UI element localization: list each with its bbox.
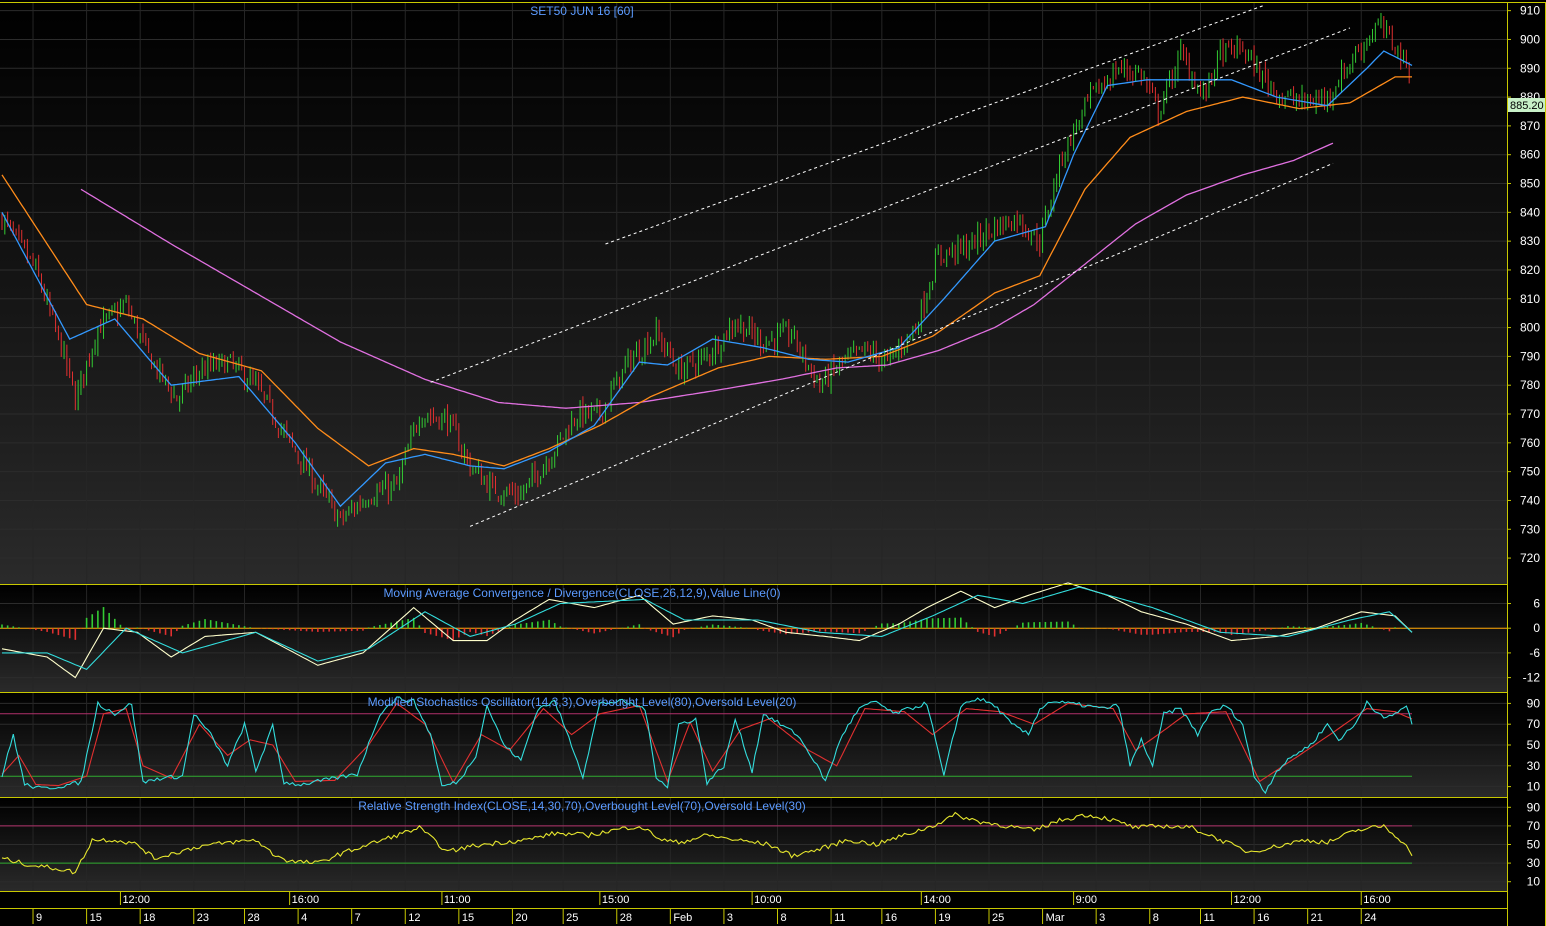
price-y-tick-label: 720 bbox=[1520, 551, 1540, 565]
price-y-tick-label: 730 bbox=[1520, 522, 1540, 536]
time-label: 15:00 bbox=[602, 894, 630, 906]
stochastic-label: Modified Stochastics Oscillator(14,3,3),… bbox=[368, 695, 797, 709]
price-y-tick-label: 860 bbox=[1520, 148, 1540, 162]
price-y-tick-label: 820 bbox=[1520, 263, 1540, 277]
time-label: 12:00 bbox=[122, 894, 150, 906]
date-label: 24 bbox=[1364, 912, 1376, 924]
price-y-tick-label: 830 bbox=[1520, 234, 1540, 248]
macd-y-tick-label: 6 bbox=[1533, 597, 1540, 611]
date-label: 21 bbox=[1311, 912, 1323, 924]
stoch-y-tick-label: 50 bbox=[1527, 738, 1541, 752]
rsi-y-tick-label: 30 bbox=[1527, 856, 1541, 870]
rsi-panel bbox=[0, 811, 1413, 875]
date-label: 15 bbox=[462, 912, 474, 924]
ma-fast-line bbox=[1, 50, 1413, 508]
axes: 7207307407507607707807908008108208308408… bbox=[32, 4, 1541, 924]
rsi-line bbox=[1, 811, 1413, 875]
price-y-tick-label: 850 bbox=[1520, 177, 1540, 191]
time-axis-bg bbox=[0, 892, 1507, 908]
date-label: 3 bbox=[1099, 912, 1105, 924]
price-y-tick-label: 780 bbox=[1520, 378, 1540, 392]
date-label: Feb bbox=[673, 912, 692, 924]
date-label: 12 bbox=[408, 912, 420, 924]
rsi-y-tick-label: 90 bbox=[1527, 800, 1541, 814]
date-label: 25 bbox=[992, 912, 1004, 924]
date-label: 23 bbox=[197, 912, 209, 924]
last-price-tag: 885.20 bbox=[1508, 98, 1545, 112]
date-label: 28 bbox=[620, 912, 632, 924]
date-label: 11 bbox=[1204, 912, 1215, 924]
price-y-tick-label: 900 bbox=[1520, 32, 1540, 46]
macd-y-tick-label: 0 bbox=[1533, 621, 1540, 635]
date-label: 8 bbox=[1153, 912, 1159, 924]
date-label: 15 bbox=[90, 912, 102, 924]
date-label: 20 bbox=[515, 912, 527, 924]
rsi-y-tick-label: 50 bbox=[1527, 838, 1541, 852]
time-label: 12:00 bbox=[1234, 894, 1262, 906]
rsi-y-tick-label: 70 bbox=[1527, 819, 1541, 833]
ma-slow-line bbox=[80, 142, 1334, 409]
macd-panel bbox=[0, 582, 1507, 679]
stochastic-panel bbox=[0, 696, 1413, 795]
price-y-tick-label: 800 bbox=[1520, 321, 1540, 335]
price-y-tick-label: 810 bbox=[1520, 292, 1540, 306]
date-label: 11 bbox=[834, 912, 845, 924]
stoch-k-line bbox=[1, 696, 1413, 795]
macd-signal-line bbox=[2, 586, 1413, 671]
ma-mid-line bbox=[1, 76, 1412, 467]
date-label: 9 bbox=[36, 912, 42, 924]
macd-line bbox=[1, 582, 1413, 679]
price-y-tick-label: 910 bbox=[1520, 4, 1540, 18]
time-label: 9:00 bbox=[1076, 894, 1097, 906]
svg-text:885.20: 885.20 bbox=[1510, 100, 1544, 112]
price-y-tick-label: 750 bbox=[1520, 465, 1540, 479]
time-label: 16:00 bbox=[1363, 894, 1391, 906]
price-y-tick-label: 840 bbox=[1520, 205, 1540, 219]
price-y-tick-label: 770 bbox=[1520, 407, 1540, 421]
macd-panel-bg bbox=[0, 585, 1507, 692]
price-panel bbox=[1, 4, 1413, 527]
time-label: 11:00 bbox=[444, 894, 471, 906]
date-label: 19 bbox=[938, 912, 950, 924]
date-label: 18 bbox=[143, 912, 155, 924]
date-label: 16 bbox=[885, 912, 897, 924]
channel-trendline bbox=[605, 4, 1266, 245]
date-label: 4 bbox=[301, 912, 307, 924]
macd-y-tick-label: -12 bbox=[1523, 671, 1541, 685]
price-y-tick-label: 870 bbox=[1520, 119, 1540, 133]
price-y-tick-label: 760 bbox=[1520, 436, 1540, 450]
stoch-y-tick-label: 30 bbox=[1527, 759, 1541, 773]
macd-y-tick-label: -6 bbox=[1529, 646, 1540, 660]
stoch-d-line bbox=[1, 702, 1413, 787]
price-y-tick-label: 890 bbox=[1520, 61, 1540, 75]
price-y-tick-label: 740 bbox=[1520, 493, 1540, 507]
date-label: 3 bbox=[727, 912, 733, 924]
time-label: 14:00 bbox=[923, 894, 951, 906]
rsi-label: Relative Strength Index(CLOSE,14,30,70),… bbox=[358, 799, 806, 813]
date-label: 16 bbox=[1257, 912, 1269, 924]
date-label: 8 bbox=[781, 912, 787, 924]
price-panel-bg bbox=[0, 2, 1507, 584]
stoch-y-tick-label: 10 bbox=[1527, 780, 1541, 794]
date-label: 7 bbox=[355, 912, 361, 924]
date-label: 28 bbox=[248, 912, 260, 924]
date-label: Mar bbox=[1046, 912, 1065, 924]
stoch-y-tick-label: 70 bbox=[1527, 717, 1541, 731]
date-label: 25 bbox=[566, 912, 578, 924]
time-label: 10:00 bbox=[754, 894, 782, 906]
stoch-y-tick-label: 90 bbox=[1527, 696, 1541, 710]
date-axis-bg bbox=[0, 909, 1507, 926]
time-label: 16:00 bbox=[292, 894, 320, 906]
rsi-y-tick-label: 10 bbox=[1527, 875, 1541, 889]
channel-trendline bbox=[430, 27, 1351, 383]
price-y-tick-label: 790 bbox=[1520, 349, 1540, 363]
channel-trendline bbox=[469, 162, 1334, 527]
macd-label: Moving Average Convergence / Divergence(… bbox=[383, 586, 780, 600]
price-chart-title: SET50 JUN 16 [60] bbox=[530, 4, 633, 18]
